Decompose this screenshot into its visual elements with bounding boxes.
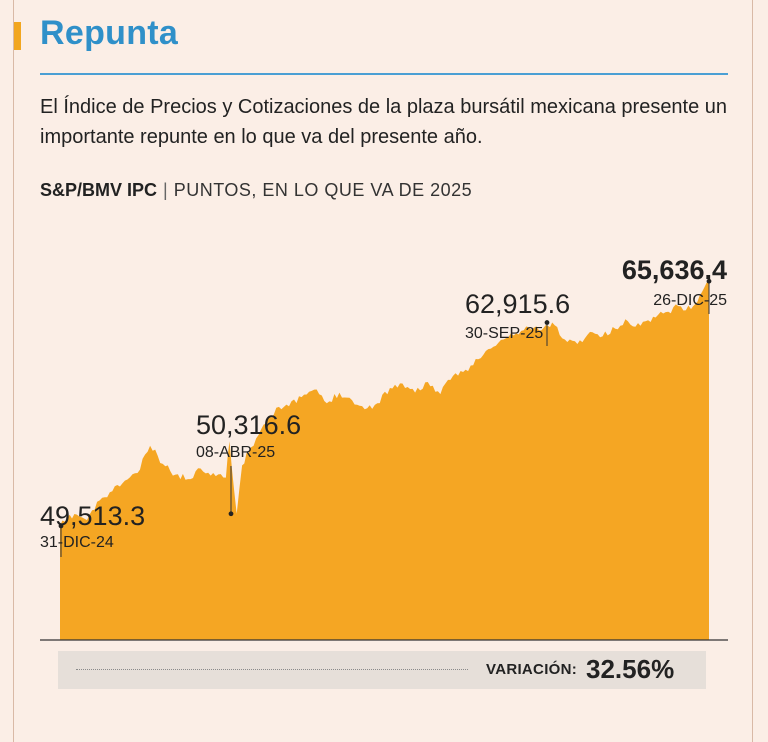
variation-box: VARIACIÓN: 32.56%	[58, 651, 706, 689]
annotation-value-2: 62,915.6	[465, 289, 570, 319]
title-accent-bar	[14, 22, 21, 50]
annotation-date-2: 30-SEP-25	[465, 325, 543, 342]
title-rule	[40, 73, 728, 75]
variation-label: VARIACIÓN:	[486, 661, 578, 678]
annotation-dot-1	[228, 511, 234, 517]
description: El Índice de Precios y Cotizaciones de l…	[40, 96, 728, 148]
annotation-value-1: 50,316.6	[196, 410, 301, 440]
variation-dotted-leader	[76, 669, 468, 670]
page-title: Repunta	[40, 14, 179, 52]
annotation-date-0: 31-DIC-24	[40, 534, 114, 551]
annotation-date-3: 26-DIC-25	[653, 292, 727, 309]
chart-subtitle: S&P/BMV IPC | PUNTOS, EN LO QUE VA DE 2025	[40, 180, 472, 201]
annotation-dot-2	[544, 320, 550, 325]
annotation-dot-3	[706, 278, 712, 284]
annotation-date-1: 08-ABR-25	[196, 444, 275, 461]
frame-left-border	[13, 0, 14, 742]
frame-right-border	[752, 0, 753, 742]
variation-value: 32.56%	[586, 654, 675, 684]
annotation-value-0: 49,513.3	[40, 501, 145, 531]
area-series	[60, 281, 709, 640]
annotation-dot-0	[58, 523, 64, 529]
subtitle-separator: |	[163, 180, 168, 200]
index-name: S&P/BMV IPC	[40, 180, 158, 200]
annotation-value-3: 65,636.4	[622, 255, 727, 285]
unit-label: PUNTOS, EN LO QUE VA DE 2025	[173, 180, 473, 200]
